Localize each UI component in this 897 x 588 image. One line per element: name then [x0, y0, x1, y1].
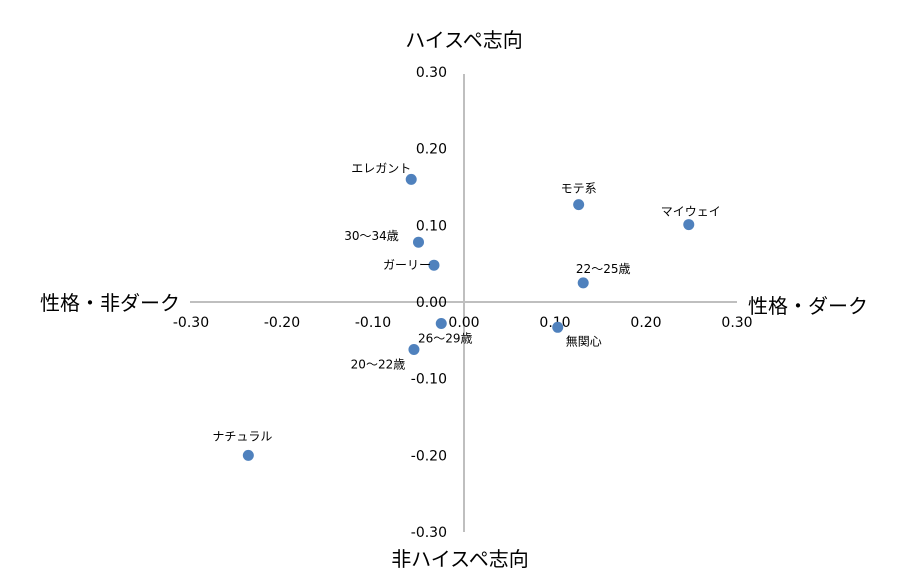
data-points: [242, 173, 695, 461]
data-point: [577, 277, 589, 289]
data-point-label: モテ系: [561, 182, 597, 196]
y-tick-label: 0.20: [416, 142, 447, 158]
y-tick-label: -0.20: [411, 448, 447, 464]
y-tick-label: 0.30: [416, 65, 447, 81]
data-point-label: 無関心: [566, 333, 602, 348]
data-point: [405, 173, 417, 185]
data-point: [242, 449, 254, 461]
x-tick-label: -0.20: [264, 315, 300, 331]
data-point-label: 22〜25歳: [576, 262, 631, 276]
data-point: [683, 219, 695, 231]
pole-label-left: 性格・非ダーク: [40, 291, 180, 315]
data-point-label: 30〜34歳: [344, 229, 399, 243]
x-tick-labels: -0.30-0.20-0.100.000.100.200.30: [173, 315, 753, 331]
x-tick-label: 0.20: [630, 315, 661, 331]
data-point-label: マイウェイ: [661, 205, 721, 219]
data-point: [573, 199, 585, 211]
data-point: [413, 236, 424, 248]
pole-label-bottom: 非ハイスペ志向: [391, 547, 529, 571]
y-tick-label: 0.10: [416, 218, 447, 234]
y-tick-label: 0.00: [416, 295, 447, 311]
y-tick-label: -0.10: [411, 372, 447, 388]
pole-label-top: ハイスペ志向: [405, 28, 523, 52]
data-point: [408, 344, 420, 356]
data-point-label: ガーリー: [383, 258, 431, 272]
x-tick-label: -0.30: [173, 315, 209, 331]
x-tick-label: 0.00: [448, 315, 479, 331]
data-point: [552, 321, 564, 333]
y-tick-labels: 0.30 0.20 0.10 0.00 -0.10 -0.20 -0.30: [411, 65, 447, 541]
y-tick-label: -0.30: [411, 525, 447, 541]
x-tick-label: 0.30: [721, 315, 752, 331]
data-point-label: 26〜29歳: [418, 331, 473, 345]
x-tick-label: -0.10: [355, 315, 391, 331]
data-point: [435, 317, 447, 329]
pole-label-right: 性格・ダーク: [748, 294, 868, 318]
data-point-label: ナチュラル: [212, 429, 272, 443]
data-point: [428, 259, 440, 271]
data-point-label: 20〜22歳: [351, 358, 406, 372]
data-point-label: エレガント: [351, 161, 411, 175]
